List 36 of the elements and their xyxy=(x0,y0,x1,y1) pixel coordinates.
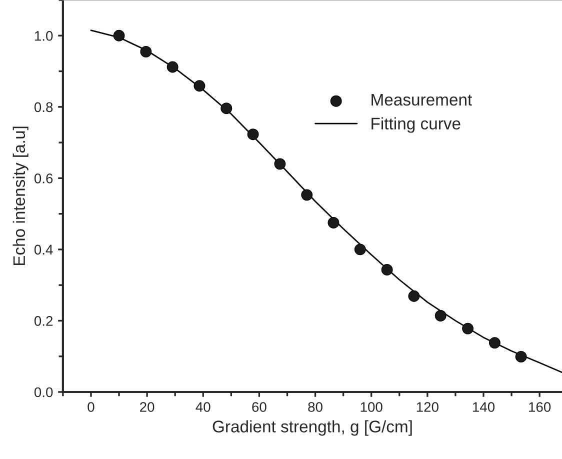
x-tick-label: 140 xyxy=(472,402,495,412)
x-tick-label: 40 xyxy=(196,402,210,412)
point xyxy=(515,350,527,362)
point xyxy=(247,128,259,140)
point xyxy=(301,189,313,201)
x-tick-label: 80 xyxy=(308,402,322,412)
legend-label: Measurement xyxy=(372,94,472,106)
legend-label: Fitting curve xyxy=(372,117,460,133)
y-tick-label: 0.6 xyxy=(34,174,53,184)
x-tick-label: 60 xyxy=(252,402,266,412)
y-tick-label: 0.8 xyxy=(34,102,53,112)
point xyxy=(462,322,474,334)
point xyxy=(488,337,500,349)
point xyxy=(166,61,178,73)
y-tick-label: 0.0 xyxy=(34,387,53,398)
line-series xyxy=(90,30,562,374)
point xyxy=(140,46,152,58)
point xyxy=(274,158,286,170)
y-axis-title: Echo intensity [a.u] xyxy=(12,126,28,266)
y-tick-label: 0.2 xyxy=(34,316,53,326)
point xyxy=(354,244,366,256)
point xyxy=(194,80,206,92)
point xyxy=(113,30,125,42)
point xyxy=(381,264,393,276)
x-tick-label: 120 xyxy=(416,402,438,412)
x-tick-label: 100 xyxy=(360,402,382,412)
point xyxy=(328,216,340,228)
x-axis-title: Gradient strength, g [G/cm] xyxy=(212,420,412,436)
x-tick-label: 160 xyxy=(529,402,551,412)
y-tick-label: 1.0 xyxy=(34,30,53,41)
x-tick-label: 0 xyxy=(88,402,94,412)
point xyxy=(220,102,232,114)
x-tick-label: 20 xyxy=(140,402,154,412)
y-tick-label: 0.4 xyxy=(34,244,53,255)
point xyxy=(408,290,420,302)
point xyxy=(434,310,446,322)
